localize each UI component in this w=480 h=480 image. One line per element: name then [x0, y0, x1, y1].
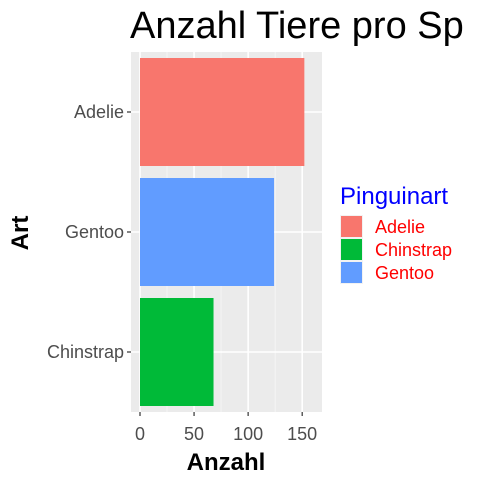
y-axis-ticks: Adelie Gentoo Chinstrap — [47, 102, 131, 362]
y-tick-label: Chinstrap — [47, 342, 124, 362]
y-axis-title: Art — [7, 216, 34, 251]
x-tick-label: 100 — [233, 424, 263, 444]
legend-label: Gentoo — [375, 263, 434, 283]
legend-swatch-gentoo — [341, 262, 362, 283]
x-axis-title: Anzahl — [187, 449, 266, 476]
chart-title: Anzahl Tiere pro Sp — [130, 5, 464, 47]
bars — [140, 58, 305, 406]
bar-gentoo — [140, 178, 275, 286]
legend-label: Adelie — [375, 217, 425, 237]
x-tick-label: 150 — [287, 424, 317, 444]
y-tick-label: Gentoo — [65, 222, 124, 242]
legend-title: Pinguinart — [340, 183, 448, 210]
x-axis-ticks: 0 50 100 150 — [135, 412, 317, 444]
legend: Pinguinart Adelie Chinstrap Gentoo — [340, 183, 452, 284]
legend-swatch-chinstrap — [341, 239, 362, 260]
x-tick-label: 0 — [135, 424, 145, 444]
legend-label: Chinstrap — [375, 240, 452, 260]
x-tick-label: 50 — [184, 424, 204, 444]
legend-swatch-adelie — [341, 216, 362, 237]
bar-chinstrap — [140, 298, 214, 406]
y-tick-label: Adelie — [74, 102, 124, 122]
bar-adelie — [140, 58, 305, 166]
